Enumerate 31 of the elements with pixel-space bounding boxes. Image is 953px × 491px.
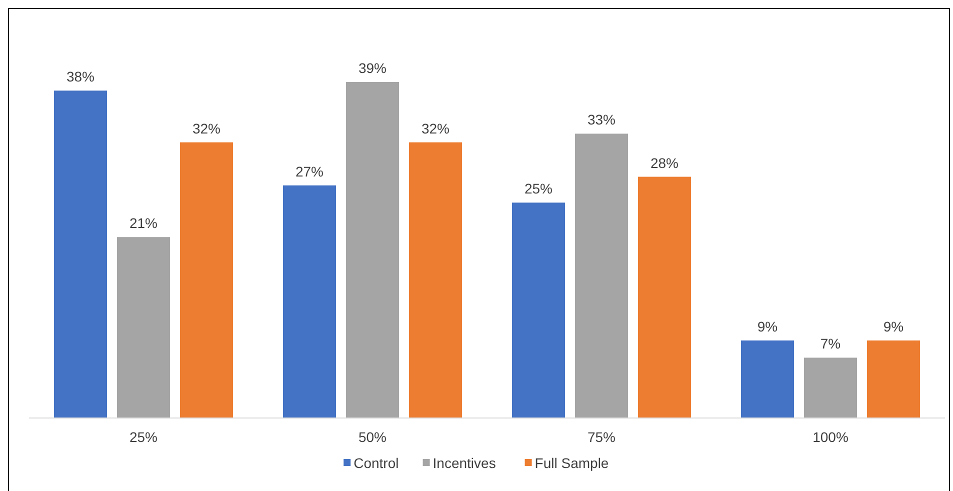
x-tick-label: 100% — [812, 429, 848, 445]
data-label: 9% — [757, 318, 778, 334]
bar — [117, 237, 170, 418]
bar — [575, 134, 628, 418]
bar — [283, 185, 336, 418]
bar — [512, 202, 565, 418]
data-label: 32% — [421, 120, 450, 136]
legend-label: Full Sample — [534, 455, 609, 471]
bar — [804, 358, 857, 418]
data-label: 21% — [129, 215, 158, 232]
x-tick-label: 25% — [129, 429, 158, 445]
bar — [409, 142, 462, 418]
bar — [638, 176, 691, 418]
bar — [867, 340, 920, 418]
data-label: 33% — [587, 112, 616, 128]
x-tick-label: 75% — [587, 429, 616, 445]
bar — [54, 90, 107, 418]
data-label: 28% — [650, 154, 679, 171]
data-label: 38% — [66, 68, 95, 85]
x-tick-label: 50% — [358, 429, 387, 445]
data-label: 39% — [358, 60, 387, 76]
bar — [741, 340, 794, 418]
legend-label: Incentives — [432, 455, 496, 471]
data-label: 7% — [820, 336, 841, 352]
data-label: 25% — [524, 180, 553, 197]
data-label: 27% — [295, 163, 324, 180]
bar — [180, 142, 233, 418]
legend-label: Control — [354, 455, 399, 471]
bar — [346, 82, 399, 418]
data-label: 32% — [192, 120, 221, 136]
data-label: 9% — [883, 318, 904, 334]
